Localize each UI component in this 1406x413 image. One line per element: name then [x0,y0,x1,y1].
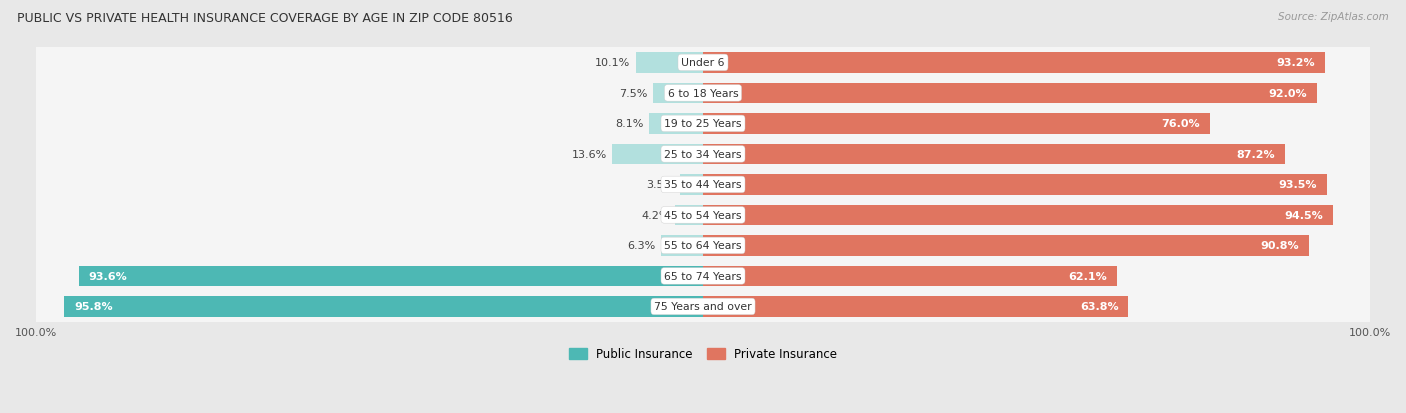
Text: 3.5%: 3.5% [647,180,675,190]
FancyBboxPatch shape [32,269,1374,344]
Text: Source: ZipAtlas.com: Source: ZipAtlas.com [1278,12,1389,22]
Text: 45 to 54 Years: 45 to 54 Years [664,210,742,221]
Text: 65 to 74 Years: 65 to 74 Years [664,271,742,281]
FancyBboxPatch shape [32,239,1374,314]
Bar [703,114,1209,135]
FancyBboxPatch shape [32,178,1374,253]
Text: 55 to 64 Years: 55 to 64 Years [664,241,742,251]
Text: 62.1%: 62.1% [1069,271,1107,281]
Text: 10.1%: 10.1% [595,58,630,68]
FancyBboxPatch shape [32,26,1374,101]
Text: 93.5%: 93.5% [1278,180,1316,190]
Bar [703,144,1285,165]
FancyBboxPatch shape [32,147,1374,223]
Bar [675,205,703,226]
Bar [703,175,1326,195]
Text: PUBLIC VS PRIVATE HEALTH INSURANCE COVERAGE BY AGE IN ZIP CODE 80516: PUBLIC VS PRIVATE HEALTH INSURANCE COVER… [17,12,513,25]
Text: 93.6%: 93.6% [89,271,128,281]
Bar [679,175,703,195]
Text: 75 Years and over: 75 Years and over [654,302,752,312]
Text: 19 to 25 Years: 19 to 25 Years [664,119,742,129]
Text: 90.8%: 90.8% [1260,241,1299,251]
Text: 95.8%: 95.8% [75,302,112,312]
Text: 92.0%: 92.0% [1268,89,1306,99]
Bar [612,144,703,165]
Bar [650,114,703,135]
Bar [636,53,703,74]
FancyBboxPatch shape [32,117,1374,192]
Text: 63.8%: 63.8% [1080,302,1118,312]
Bar [703,83,1316,104]
Bar [703,53,1324,74]
Text: 87.2%: 87.2% [1236,150,1274,159]
Bar [65,297,703,317]
Bar [703,266,1118,287]
Text: 6 to 18 Years: 6 to 18 Years [668,89,738,99]
Text: 7.5%: 7.5% [619,89,648,99]
Text: 76.0%: 76.0% [1161,119,1199,129]
FancyBboxPatch shape [32,56,1374,131]
Text: 6.3%: 6.3% [627,241,655,251]
FancyBboxPatch shape [32,208,1374,284]
Text: 13.6%: 13.6% [572,150,607,159]
Bar [79,266,703,287]
Bar [661,235,703,256]
Text: 4.2%: 4.2% [641,210,669,221]
Text: 25 to 34 Years: 25 to 34 Years [664,150,742,159]
FancyBboxPatch shape [32,86,1374,162]
Text: Under 6: Under 6 [682,58,724,68]
Bar [652,83,703,104]
Bar [703,235,1309,256]
Bar [703,205,1333,226]
Text: 94.5%: 94.5% [1285,210,1323,221]
Text: 8.1%: 8.1% [616,119,644,129]
Text: 35 to 44 Years: 35 to 44 Years [664,180,742,190]
Legend: Public Insurance, Private Insurance: Public Insurance, Private Insurance [564,343,842,366]
Text: 93.2%: 93.2% [1275,58,1315,68]
Bar [703,297,1129,317]
